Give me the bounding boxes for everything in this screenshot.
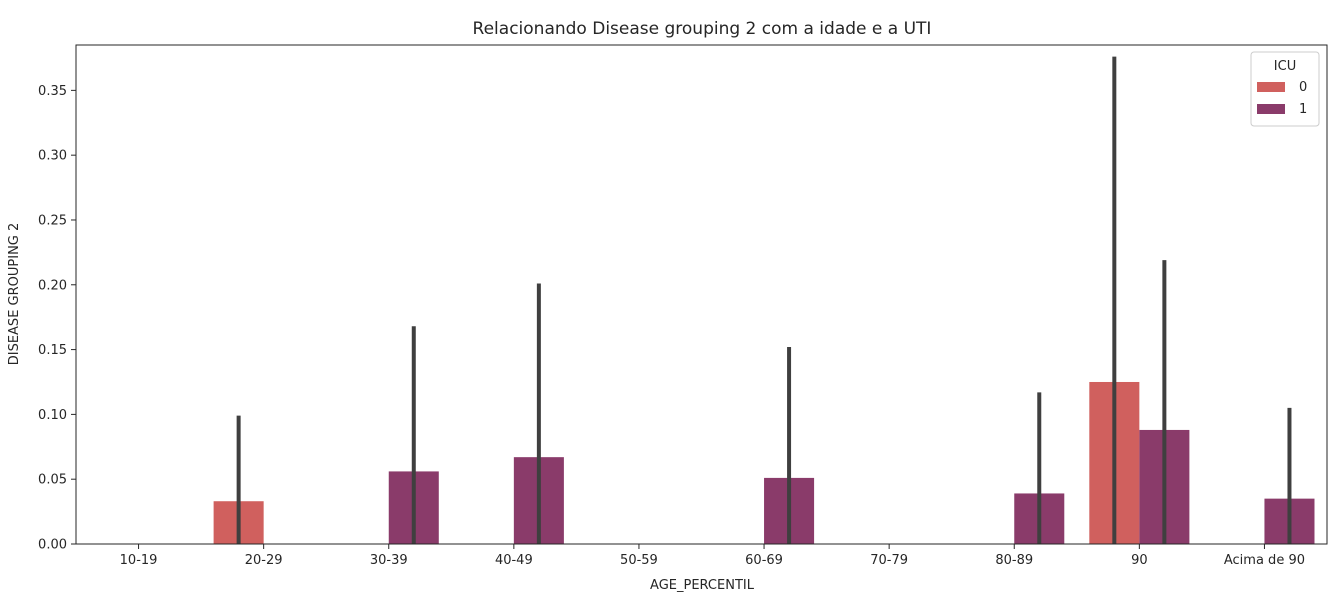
- legend-label-1: 1: [1299, 102, 1307, 117]
- y-tick-label: 0.25: [38, 213, 67, 228]
- x-tick-label: 10-19: [120, 553, 158, 568]
- legend-title: ICU: [1274, 59, 1296, 74]
- y-tick-label: 0.00: [38, 538, 67, 553]
- legend-swatch-1: [1257, 104, 1285, 114]
- x-tick-label: 70-79: [870, 553, 908, 568]
- legend-label-0: 0: [1299, 80, 1307, 95]
- chart-title: Relacionando Disease grouping 2 com a id…: [473, 19, 932, 39]
- x-tick-label: 30-39: [370, 553, 408, 568]
- x-tick-label: 90: [1131, 553, 1148, 568]
- x-axis-label: AGE_PERCENTIL: [650, 578, 755, 593]
- x-tick-label: 60-69: [745, 553, 783, 568]
- y-tick-label: 0.30: [38, 149, 67, 164]
- y-tick-label: 0.10: [38, 408, 67, 423]
- y-tick-label: 0.35: [38, 84, 67, 99]
- plot-frame: [75, 44, 1328, 545]
- x-tick-label: 20-29: [245, 553, 283, 568]
- legend-swatch-0: [1257, 82, 1285, 92]
- y-tick-label: 0.20: [38, 278, 67, 293]
- x-tick-label: 80-89: [995, 553, 1033, 568]
- x-tick-label: 50-59: [620, 553, 658, 568]
- y-tick-label: 0.15: [38, 343, 67, 358]
- x-tick-label: 40-49: [495, 553, 533, 568]
- y-tick-label: 0.05: [38, 473, 67, 488]
- x-tick-label: Acima de 90: [1224, 553, 1305, 568]
- y-axis-label: DISEASE GROUPING 2: [7, 223, 22, 366]
